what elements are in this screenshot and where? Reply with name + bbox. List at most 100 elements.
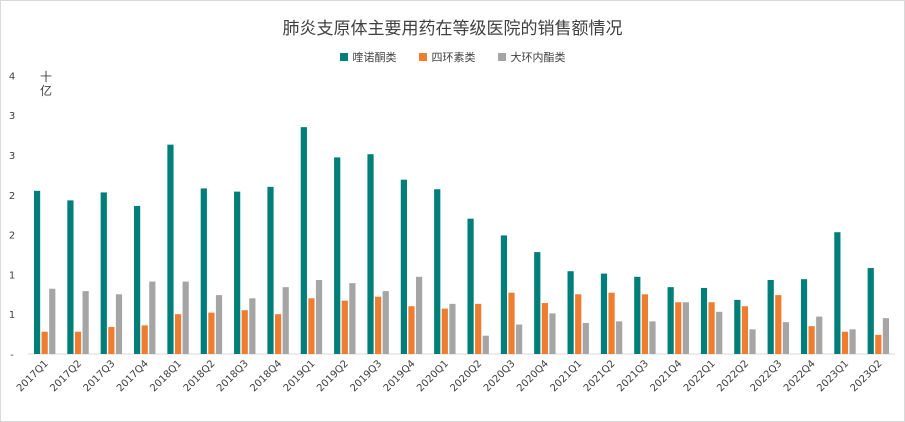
macrolides-bar [382, 291, 389, 354]
quinolones-bar [134, 205, 141, 354]
x-tick-label: 2018Q4 [248, 358, 284, 394]
tetracyclines-bar [341, 300, 348, 354]
macrolides-bar [516, 324, 523, 354]
tetracyclines-bar [275, 314, 282, 354]
macrolides-bar [749, 329, 756, 354]
tetracyclines-bar [508, 292, 515, 354]
macrolides-bar [782, 322, 789, 354]
y-tick-label: 3 [9, 151, 15, 162]
macrolides-bar [682, 302, 689, 354]
y-tick-label: 4 [9, 71, 15, 82]
tetracyclines-bar [641, 294, 648, 354]
quinolones-bar [500, 235, 508, 354]
x-tick-label: 2017Q3 [82, 358, 118, 394]
quinolones-bar [167, 144, 174, 354]
tetracyclines-bar [74, 331, 82, 354]
legend-label-tetracyclines: 四环素类 [431, 51, 476, 64]
x-tick-label: 2020Q3 [482, 358, 518, 394]
y-tick-label: 2 [9, 191, 15, 202]
quinolones-bar [634, 276, 641, 354]
quinolones-bar [800, 279, 808, 354]
tetracyclines-bar [141, 325, 148, 354]
quinolones-bar [734, 299, 741, 354]
tetracyclines-bar [41, 331, 48, 354]
x-tick-label: 2021Q2 [582, 358, 618, 394]
x-tick-label: 2017Q2 [48, 358, 84, 394]
macrolides-bar [616, 321, 623, 354]
macrolides-bar [649, 321, 656, 354]
macrolides-bar [82, 291, 89, 354]
tetracyclines-bar [375, 296, 382, 354]
y-tick-label: 2 [9, 231, 15, 242]
tetracyclines-bar [675, 302, 682, 354]
quinolones-bar [400, 179, 407, 354]
quinolones-bar [467, 218, 474, 354]
x-tick-label: 2018Q1 [148, 358, 184, 394]
quinolones-bar [667, 287, 674, 354]
tetracyclines-bar [108, 326, 115, 354]
tetracyclines-bar [541, 303, 548, 354]
quinolones-bar [67, 200, 74, 354]
tetracyclines-bar [808, 326, 815, 354]
quinolones-bar [867, 268, 874, 354]
x-tick-label: 2019Q4 [382, 358, 418, 394]
macrolides-bar [882, 318, 890, 354]
macrolides-bar [115, 294, 123, 354]
legend: 喹诺酮类 四环素类 大环内酯类 [0, 49, 905, 65]
x-tick-label: 2022Q3 [749, 358, 785, 394]
y-tick-label: 3 [9, 111, 15, 122]
macrolides-bar [282, 287, 289, 354]
legend-swatch-tetracyclines [418, 53, 427, 61]
y-tick-label: - [10, 350, 14, 361]
tetracyclines-bar [775, 295, 782, 354]
tetracyclines-bar [408, 306, 415, 354]
quinolones-bar [300, 127, 307, 354]
tetracyclines-bar [475, 303, 482, 354]
x-tick-label: 2018Q3 [215, 358, 251, 394]
y-axis-unit-label: 十亿 [39, 70, 52, 98]
x-tick-label: 2020Q1 [415, 358, 451, 394]
tetracyclines-bar [174, 314, 182, 354]
quinolones-bar [834, 232, 841, 354]
quinolones-bar [334, 157, 341, 354]
macrolides-bar [415, 276, 423, 354]
x-tick-label: 2021Q1 [548, 358, 584, 394]
macrolides-bar [816, 316, 823, 354]
y-tick-label: 1 [9, 310, 15, 321]
macrolides-bar [716, 311, 723, 354]
x-tick-label: 2020Q2 [448, 358, 484, 394]
quinolones-bar [600, 273, 608, 354]
macrolides-bar [449, 303, 456, 354]
quinolones-bar [100, 192, 107, 354]
macrolides-bar [215, 295, 223, 354]
macrolides-bar [49, 288, 56, 354]
macrolides-bar [149, 281, 156, 354]
x-tick-label: 2023Q2 [849, 358, 885, 394]
quinolones-bar [33, 190, 41, 354]
macrolides-bar [849, 329, 856, 354]
macrolides-bar [549, 313, 556, 354]
quinolones-bar [567, 271, 574, 354]
chart-title: 肺炎支原体主要用药在等级医院的销售额情况 [282, 19, 623, 39]
tetracyclines-bar [308, 298, 315, 354]
x-tick-label: 2023Q1 [815, 358, 851, 394]
x-tick-label: 2021Q4 [649, 358, 685, 394]
tetracyclines-bar [441, 308, 448, 354]
x-tick-label: 2022Q1 [682, 358, 718, 394]
macrolides-bar [482, 335, 489, 354]
x-tick-label: 2018Q2 [182, 358, 218, 394]
tetracyclines-bar [875, 334, 882, 354]
quinolones-bar [234, 191, 241, 354]
quinolones-bar [367, 154, 374, 354]
y-tick-label: 1 [9, 270, 15, 281]
legend-swatch-quinolones [339, 53, 348, 61]
x-tick-label: 2022Q2 [715, 358, 751, 394]
tetracyclines-bar [575, 294, 582, 354]
legend-item-tetracyclines: 四环素类 [418, 49, 476, 65]
x-tick-label: 2019Q3 [348, 358, 384, 394]
tetracyclines-bar [608, 292, 615, 354]
tetracyclines-bar [741, 306, 749, 354]
x-tick-label: 2022Q4 [782, 358, 818, 394]
x-tick-label: 2021Q3 [615, 358, 651, 394]
